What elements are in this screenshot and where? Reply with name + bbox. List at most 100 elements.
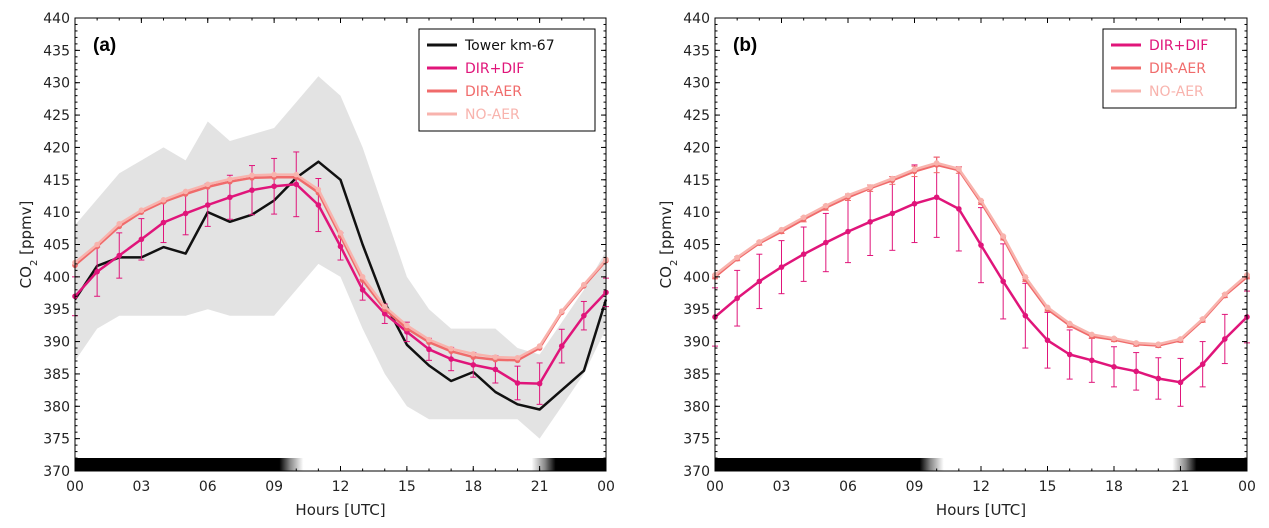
- dir-dif-point: [558, 343, 565, 349]
- dir-dif-point: [1066, 351, 1073, 358]
- no-aer-point: [756, 239, 763, 245]
- no-aer-point: [1222, 291, 1228, 298]
- dir-dif-point: [492, 366, 499, 373]
- x-tick-label: 09: [906, 479, 924, 495]
- dir-dif-point: [1000, 278, 1006, 285]
- dir-dif-point: [1089, 357, 1095, 364]
- y-tick-label: 435: [683, 43, 710, 59]
- no-aer-point: [315, 186, 322, 193]
- no-aer-point: [359, 274, 366, 280]
- tower-series-line: [73, 160, 608, 411]
- x-axis-title: Hours [UTC]: [295, 501, 385, 519]
- legend-entry: DIR+DIF: [1149, 38, 1208, 54]
- no-aer-point: [1089, 331, 1095, 338]
- legend-entry: DIR+DIF: [465, 61, 524, 77]
- x-tick-label: 21: [531, 479, 549, 495]
- y-tick-label: 385: [683, 367, 710, 383]
- y-tick-label: 405: [683, 238, 710, 254]
- no-aer-point: [227, 176, 233, 182]
- dir-dif-point: [845, 228, 851, 235]
- dir-dif-point: [956, 206, 962, 212]
- y-tick-label: 425: [683, 108, 710, 124]
- y-tick-label: 370: [683, 464, 710, 480]
- y-axis-title: CO2 [ppmv]: [17, 201, 40, 289]
- no-aer-point: [116, 220, 123, 227]
- dir-dif-point: [182, 210, 189, 217]
- x-tick-label: 12: [332, 479, 350, 495]
- no-aer-point: [448, 345, 454, 352]
- dir-dif-point: [1022, 312, 1029, 319]
- no-aer-point: [138, 207, 145, 214]
- y-tick-label: 430: [683, 76, 710, 92]
- no-aer-point: [1133, 340, 1139, 346]
- y-axis-title-subscript: 2: [29, 260, 40, 266]
- x-axis-title: Hours [UTC]: [936, 501, 1026, 519]
- no-aer-point: [911, 166, 918, 173]
- dir-dif-point: [978, 242, 984, 248]
- dir-dif-point: [800, 251, 807, 258]
- no-aer-point: [978, 197, 984, 204]
- dir-dif-point: [823, 239, 829, 246]
- dir-dif-point: [581, 312, 587, 319]
- no-aer-point: [845, 192, 851, 199]
- no-aer-point: [1155, 341, 1162, 347]
- dir-dif-point: [116, 252, 123, 259]
- dir-dif-point: [1133, 368, 1139, 375]
- no-aer-point: [1199, 316, 1206, 322]
- x-tick-label: 18: [464, 479, 482, 495]
- dir-dif-point: [381, 310, 388, 317]
- no-aer-point: [581, 281, 587, 288]
- no-aer-point: [204, 181, 211, 188]
- dir-dif-point: [94, 268, 100, 275]
- y-tick-label: 380: [43, 399, 70, 415]
- dir-dif-point: [337, 243, 344, 250]
- no-aer-point: [293, 171, 300, 178]
- panel-b-svg: 370 375 380 385 390 395 400 405 410 415 420 425 430 4…: [657, 11, 1256, 519]
- panel-label: (a): [93, 35, 116, 56]
- dir-dif-point: [448, 356, 454, 362]
- no-aer-point: [94, 241, 100, 248]
- no-aer-point: [404, 322, 410, 329]
- y-tick-label: 430: [43, 76, 70, 92]
- y-tick-label: 390: [43, 335, 70, 351]
- no-aer-point: [514, 354, 521, 361]
- y-tick-label: 395: [683, 302, 710, 318]
- y-tick-label: 425: [43, 108, 70, 124]
- dir-dif-point: [138, 236, 145, 243]
- dir-dif-point: [933, 194, 940, 201]
- x-tick-label: 00: [706, 479, 724, 495]
- y-tick-label: 380: [683, 399, 710, 415]
- x-tick-label: 15: [1039, 479, 1057, 495]
- dir-dif-point: [1044, 337, 1051, 344]
- x-tick-label: 18: [1105, 479, 1123, 495]
- y-axis-title-part: [ppmv]: [17, 201, 35, 260]
- x-tick-label: 03: [773, 479, 791, 495]
- legend-entry: Tower km-67: [464, 38, 555, 54]
- dir-dif-point: [1177, 379, 1184, 386]
- dir-dif-point: [867, 219, 873, 225]
- dir-dif-point: [889, 210, 896, 217]
- no-aer-point: [1177, 336, 1184, 342]
- no-aer-point: [1066, 320, 1073, 327]
- y-tick-label: 385: [43, 367, 70, 383]
- dir-dif-point: [1222, 336, 1228, 342]
- y-tick-label: 400: [683, 270, 710, 286]
- y-tick-label: 435: [43, 43, 70, 59]
- no-aer-point: [956, 165, 962, 172]
- no-aer-point: [1000, 233, 1006, 239]
- y-tick-label: 390: [683, 335, 710, 351]
- dir-dif-point: [778, 264, 785, 270]
- y-tick-label: 420: [43, 140, 70, 156]
- dir-dif-point: [249, 187, 255, 193]
- no-aer-point: [734, 254, 740, 261]
- y-tick-label: 420: [683, 140, 710, 156]
- dir-dif-point: [734, 295, 740, 302]
- x-tick-label: 06: [839, 479, 857, 495]
- panel-label: (b): [733, 35, 757, 56]
- no-aer-point: [249, 172, 255, 179]
- no-aer-point: [1022, 274, 1029, 280]
- y-tick-label: 440: [43, 11, 70, 27]
- no-aer-point: [470, 351, 477, 357]
- no-aer-point: [182, 188, 189, 195]
- no-aer-point: [933, 160, 940, 166]
